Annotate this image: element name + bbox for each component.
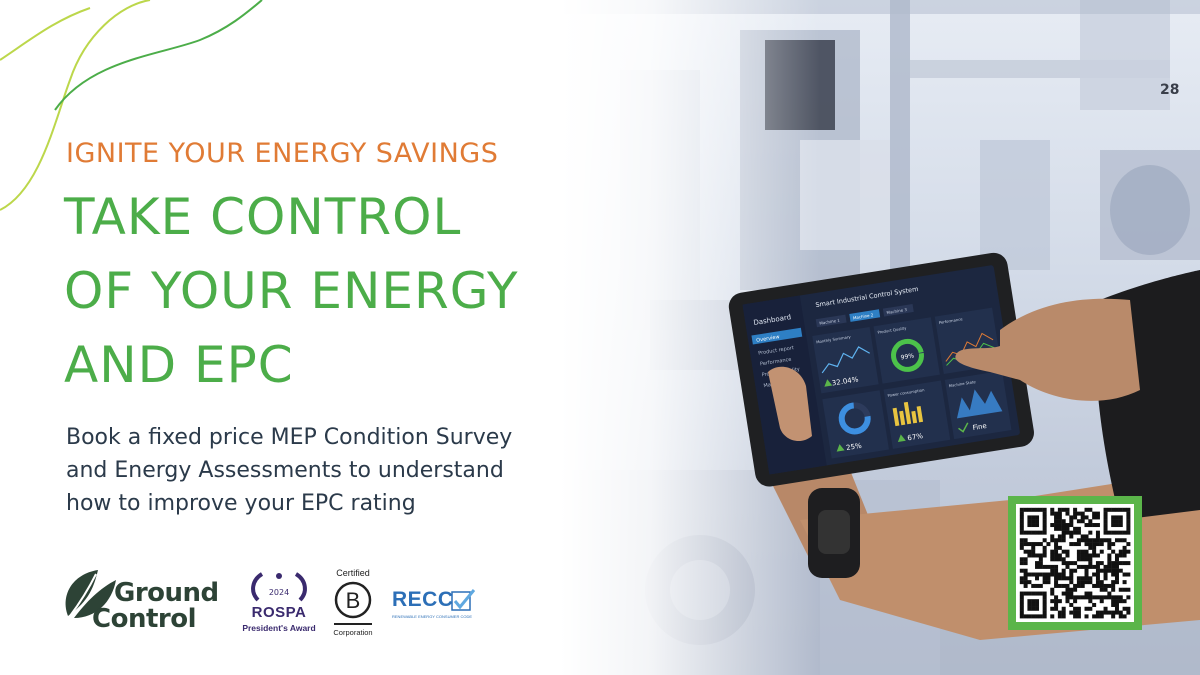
b-corp-certified: Certified: [336, 568, 370, 578]
qr-code-pattern: [1019, 507, 1131, 619]
rospa-year: 2024: [268, 588, 290, 597]
panel-monthly-label: Monthly Summary: [816, 334, 852, 344]
kicker-text: IGNITE YOUR ENERGY SAVINGS: [66, 138, 499, 169]
sidebar-item-overview[interactable]: Overview: [756, 334, 780, 344]
sidebar-item-performance[interactable]: Performance: [760, 357, 792, 368]
qr-code-frame[interactable]: [1008, 496, 1142, 630]
logo-text-line-2: Control: [92, 604, 196, 634]
panel-state-label: Machine State: [948, 379, 976, 388]
qr-code-icon[interactable]: [1016, 504, 1134, 622]
rospa-logo: 2024 ROSPA President's Award: [242, 570, 316, 640]
panel-donut-value: 25%: [846, 442, 863, 452]
decorative-swoosh: [0, 0, 263, 211]
b-corp-logo: Certified B Corporation: [328, 568, 378, 640]
panel-power-label: Power consumption: [887, 387, 925, 398]
recc-logo: RECC RENEWABLE ENERGY CONSUMER CODE: [392, 584, 482, 624]
panel-power-value: 67%: [907, 432, 924, 442]
check-icon: [958, 422, 969, 433]
rospa-award: President's Award: [242, 623, 316, 633]
tab-machine-1[interactable]: Machine 1: [819, 318, 841, 326]
left-thumb: [768, 366, 812, 442]
panel-performance-label: Performance: [938, 316, 963, 325]
logo-text-line-1: Ground: [114, 578, 219, 608]
sidebar-item-product-report[interactable]: Product report: [758, 345, 794, 357]
body-line-1: Book a fixed price MEP Condition Survey: [66, 425, 513, 450]
panel-state-value: Fine: [972, 422, 987, 432]
headline-line-1: TAKE CONTROL: [64, 188, 462, 246]
leaf-icon: [65, 570, 116, 618]
body-line-3: how to improve your EPC rating: [66, 491, 416, 516]
recc-name: RECC: [392, 588, 454, 611]
machine-number-label: 28: [1160, 82, 1179, 98]
b-corp-corporation: Corporation: [333, 628, 373, 637]
panel-quality-label: Product Quality: [877, 325, 907, 335]
tab-machine-2[interactable]: Machine 2: [853, 312, 875, 320]
rospa-name: ROSPA: [251, 604, 307, 621]
laurel-icon: [251, 572, 307, 602]
headline-line-2: OF YOUR ENERGY: [64, 262, 519, 320]
tablet-screen: Dashboard Overview Product report Perfor…: [742, 265, 1020, 475]
ground-control-logo: Ground Control: [60, 566, 235, 636]
body-line-2: and Energy Assessments to understand: [66, 458, 504, 483]
panel-quality-value: 99%: [900, 352, 915, 361]
headline-line-3: AND EPC: [64, 336, 294, 394]
checkmark-icon: [451, 589, 476, 611]
tab-machine-3[interactable]: Machine 3: [886, 307, 908, 315]
right-hand: [955, 298, 1140, 401]
svg-text:B: B: [346, 588, 361, 613]
recc-subtitle: RENEWABLE ENERGY CONSUMER CODE: [392, 614, 473, 619]
b-corp-icon: B: [334, 581, 372, 625]
